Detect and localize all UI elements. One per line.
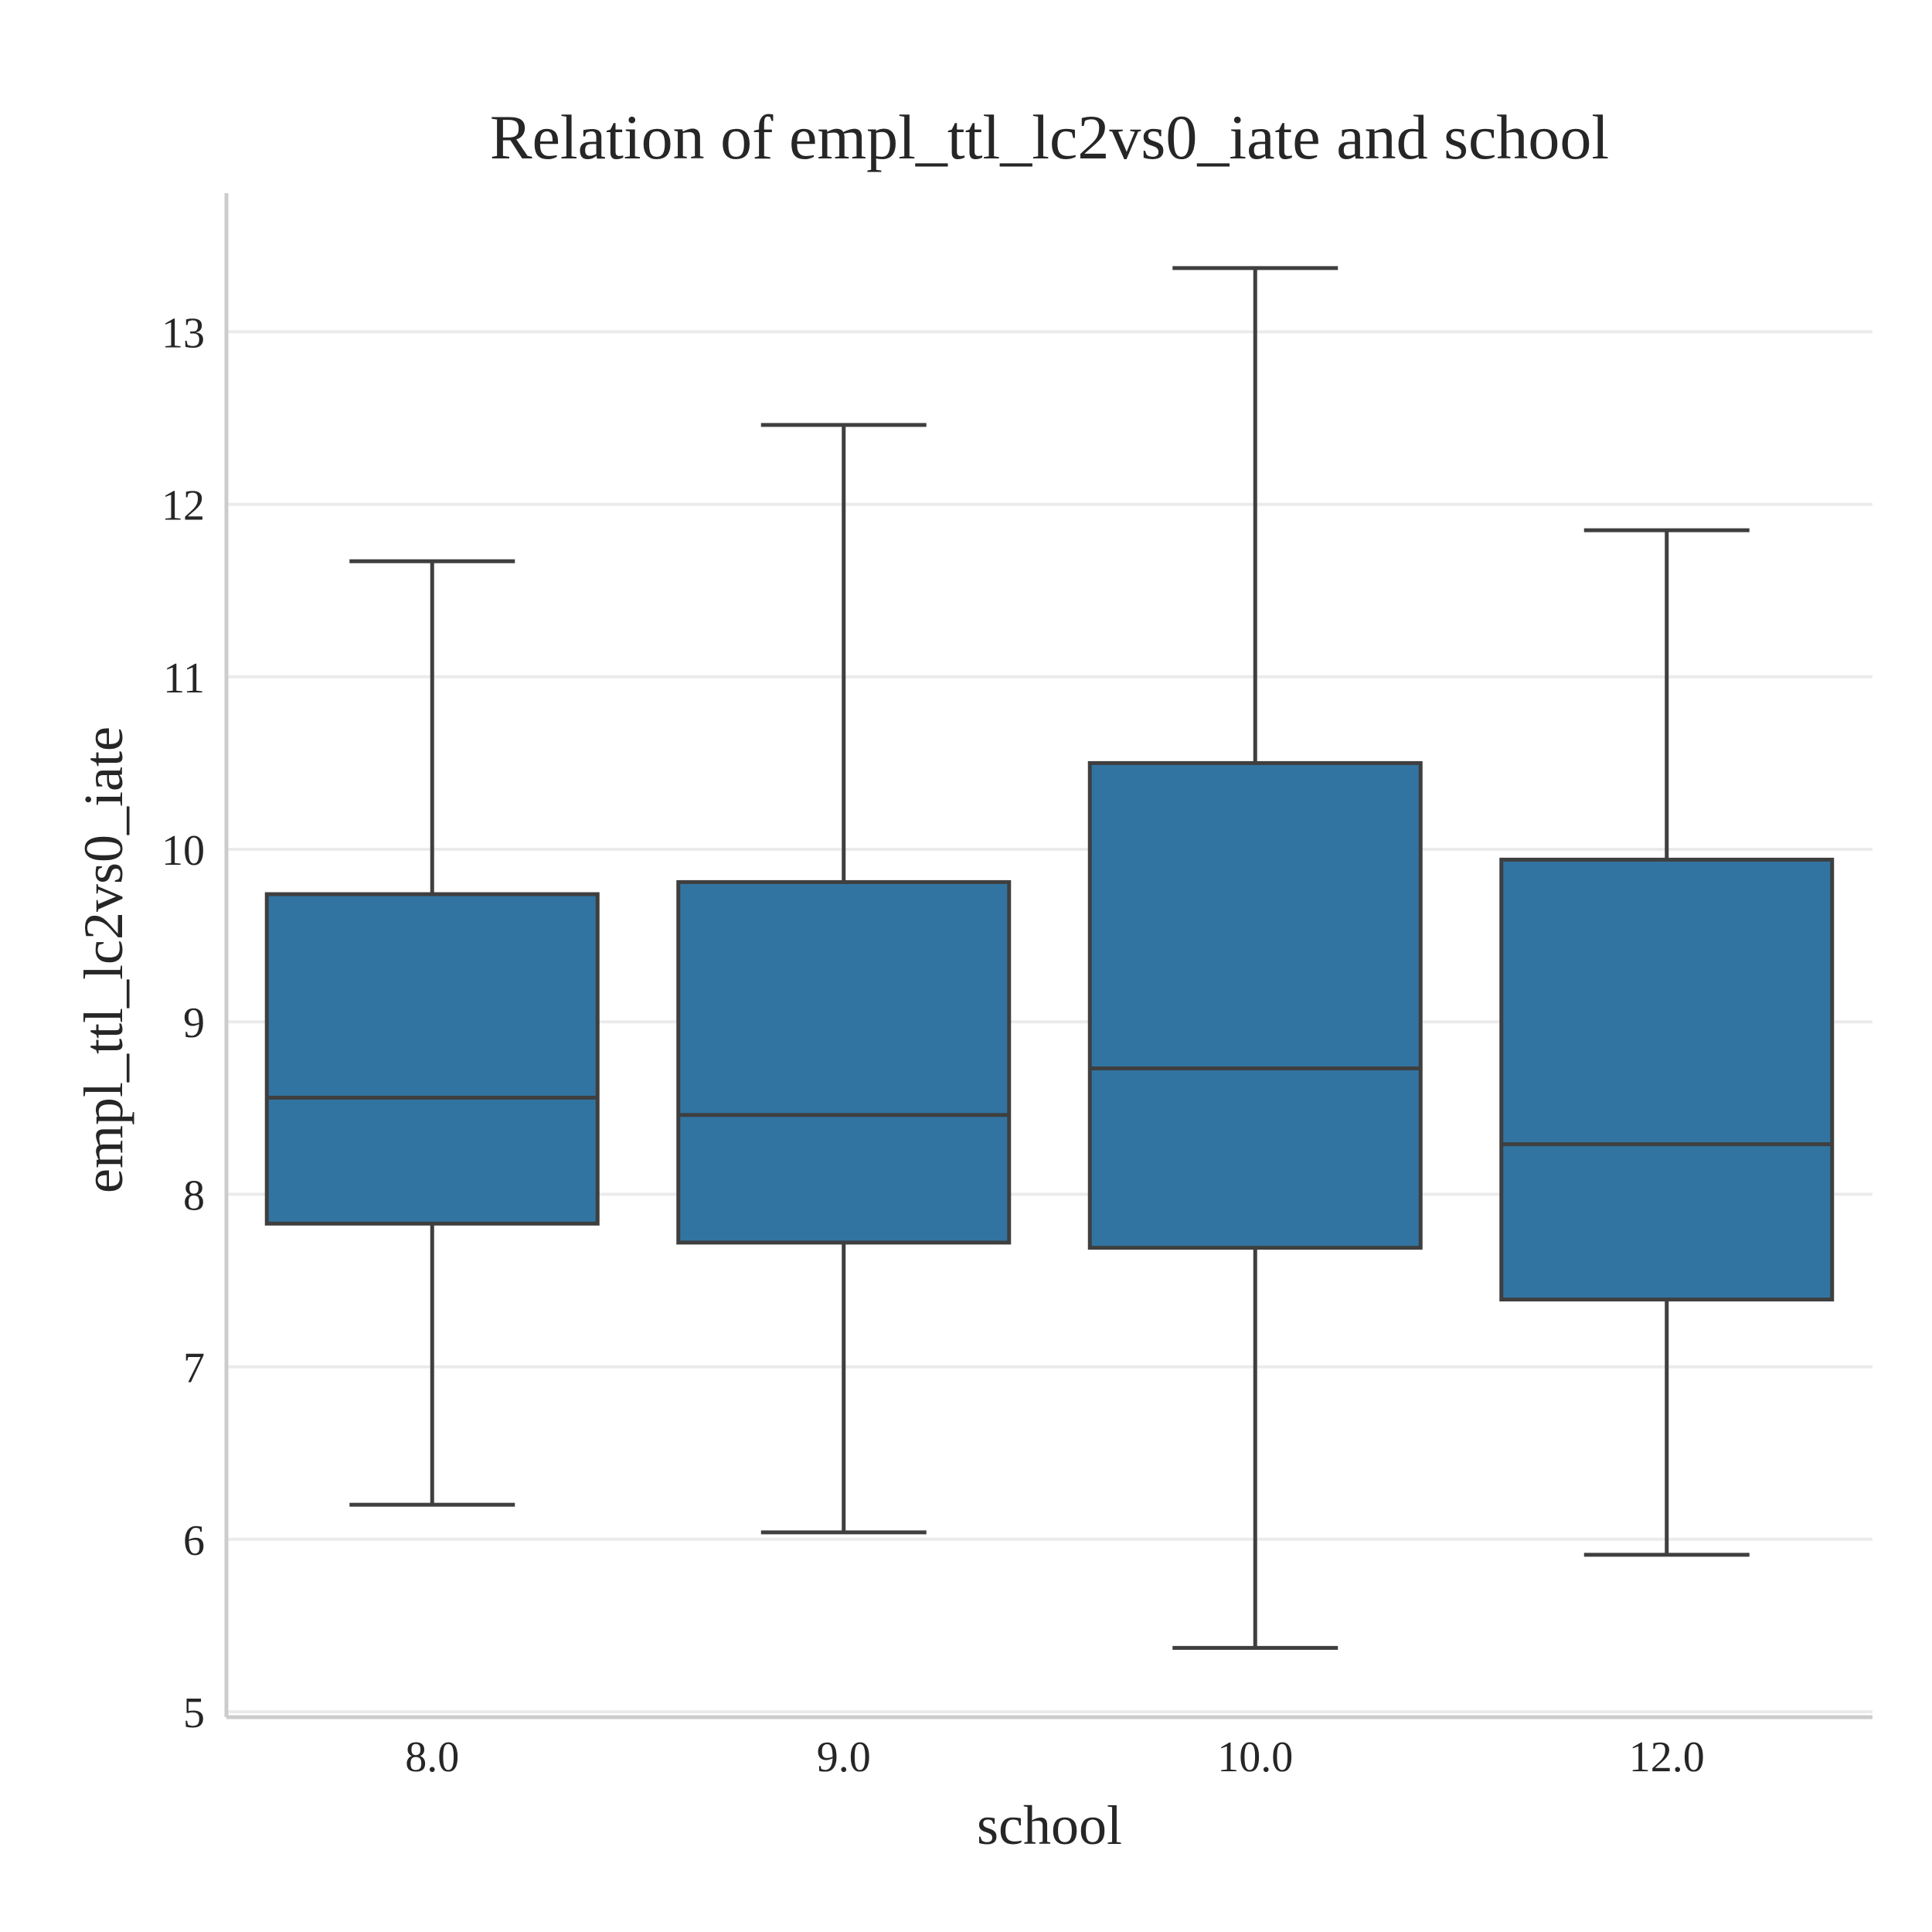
x-tick-label-9.0: 9.0 — [817, 1733, 871, 1781]
box-10.0 — [1087, 760, 1423, 1250]
y-axis-label: empl_ttl_lc2vs0_iate — [73, 726, 134, 1193]
y-tick-label-13: 13 — [162, 309, 205, 357]
box-group-12.0 — [1499, 528, 1835, 1557]
y-tick-label-5: 5 — [183, 1689, 205, 1737]
y-tick-label-8: 8 — [183, 1172, 205, 1219]
y-tick-label-10: 10 — [162, 827, 205, 875]
box-8.0 — [264, 892, 600, 1226]
y-tick-label-9: 9 — [183, 999, 205, 1047]
y-tick-label-11: 11 — [163, 655, 205, 702]
x-axis-label: school — [977, 1794, 1122, 1856]
box-group-9.0 — [676, 423, 1012, 1535]
x-tick-label-10.0: 10.0 — [1217, 1733, 1293, 1781]
x-tick-label-8.0: 8.0 — [405, 1733, 459, 1781]
box-group-8.0 — [264, 559, 600, 1507]
y-tick-label-12: 12 — [162, 482, 205, 530]
boxes — [264, 266, 1835, 1650]
y-tick-label-7: 7 — [183, 1345, 205, 1393]
axis-spines — [224, 193, 1872, 1719]
chart-title: Relation of empl_ttl_lc2vs0_iate and sch… — [490, 102, 1609, 172]
y-tick-label-6: 6 — [183, 1517, 205, 1565]
box-group-10.0 — [1087, 266, 1423, 1650]
x-tick-label-12.0: 12.0 — [1629, 1733, 1705, 1781]
y-tick-labels: 5 6 7 8 9 10 11 12 13 — [162, 309, 205, 1737]
box-9.0 — [676, 879, 1012, 1245]
x-tick-labels: 8.0 9.0 10.0 12.0 — [405, 1733, 1705, 1781]
box-12.0 — [1499, 857, 1835, 1302]
